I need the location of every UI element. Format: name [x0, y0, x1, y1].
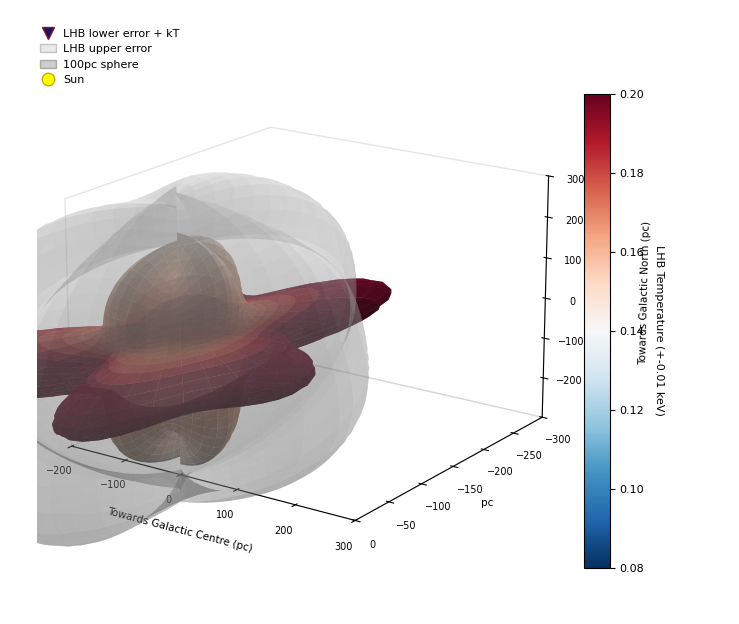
- Y-axis label: pc: pc: [480, 498, 493, 508]
- Legend: LHB lower error + kT, LHB upper error, 100pc sphere, Sun: LHB lower error + kT, LHB upper error, 1…: [35, 24, 184, 90]
- X-axis label: Towards Galactic Centre (pc): Towards Galactic Centre (pc): [106, 507, 253, 554]
- Y-axis label: LHB Temperature (+-0.01 keV): LHB Temperature (+-0.01 keV): [653, 245, 664, 416]
